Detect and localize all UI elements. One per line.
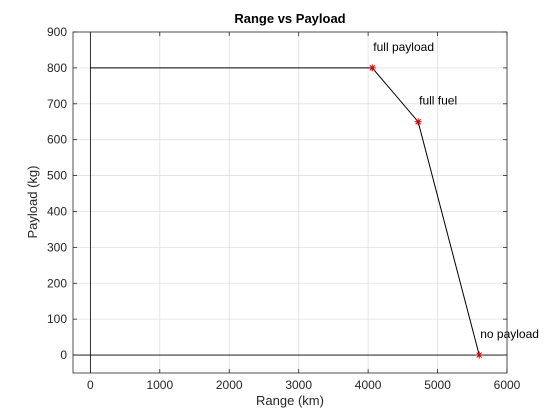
- x-tick-label: 4000: [355, 378, 382, 392]
- y-tick-label: 200: [47, 276, 67, 290]
- y-tick-label: 900: [47, 25, 67, 39]
- y-tick-label: 500: [47, 169, 67, 183]
- point-annotation: full fuel: [419, 94, 457, 108]
- tick-layer: 0 1000 2000 3000 4000 5000 6000 0 100 200 300 400 50…: [47, 25, 521, 392]
- y-axis-label: Payload (kg): [25, 166, 40, 239]
- point-annotation: full payload: [373, 40, 434, 54]
- x-tick-label: 6000: [494, 378, 521, 392]
- plot-frame: [72, 31, 508, 374]
- x-tick-label: 3000: [285, 378, 312, 392]
- reference-lines: [73, 32, 507, 373]
- point-annotation: no payload: [480, 327, 539, 341]
- data-point-marker: [414, 118, 422, 126]
- series-line: [90, 67, 480, 356]
- x-tick-label: 2000: [216, 378, 243, 392]
- plot-area: [73, 32, 507, 373]
- y-tick-label: 600: [47, 133, 67, 147]
- y-tick-label: 300: [47, 240, 67, 254]
- chart-title: Range vs Payload: [234, 11, 345, 26]
- x-tick-label: 5000: [424, 378, 451, 392]
- y-tick-label: 0: [60, 348, 67, 362]
- x-tick-label: 0: [87, 378, 94, 392]
- y-tick-label: 700: [47, 97, 67, 111]
- series-layer: [90, 67, 480, 356]
- y-tick-label: 800: [47, 61, 67, 75]
- y-tick-label: 400: [47, 204, 67, 218]
- data-point-marker: [475, 351, 483, 359]
- marker-layer: [368, 64, 483, 359]
- y-tick-label: 100: [47, 312, 67, 326]
- data-point-marker: [368, 64, 376, 72]
- x-tick-label: 1000: [146, 378, 173, 392]
- annotation-layer: full payload full fuel no payload: [373, 40, 539, 341]
- x-axis-label: Range (km): [256, 393, 324, 408]
